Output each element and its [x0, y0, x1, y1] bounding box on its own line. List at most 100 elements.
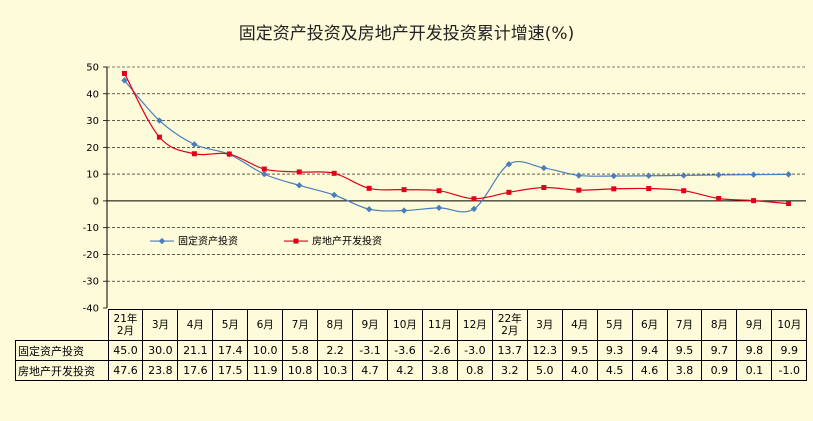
data-point [646, 186, 652, 192]
legend-label: 房地产开发投资 [312, 235, 382, 248]
data-point [156, 134, 162, 140]
table-cell: 4.0 [561, 360, 598, 381]
table-cell: 2.2 [317, 340, 354, 361]
data-point [610, 172, 617, 180]
y-axis-tick-labels: 50 40 30 20 10 0 -10 -20 -30 -40 [83, 63, 99, 315]
y-tick-label: 10 [86, 170, 99, 181]
category-label: 6月 [631, 309, 668, 341]
category-label: 11月 [421, 309, 458, 341]
y-tick-label: 40 [86, 89, 99, 100]
table-cell: 9.4 [631, 340, 668, 361]
data-point [680, 172, 687, 179]
data-point [191, 151, 197, 157]
category-label: 5月 [212, 309, 249, 341]
data-point [786, 201, 792, 207]
table-cell: 47.6 [107, 360, 144, 381]
y-tick-label: -30 [83, 277, 99, 288]
data-point [435, 204, 443, 212]
table-cell: 0.1 [736, 360, 773, 381]
table-cell: 3.2 [491, 360, 528, 381]
data-point [576, 187, 582, 193]
row-label: 固定资产投资 [15, 340, 109, 361]
data-point [505, 161, 513, 168]
table-cell: 3.8 [666, 360, 703, 381]
row-label: 房地产开发投资 [15, 360, 109, 381]
data-point [541, 185, 547, 190]
data-point [611, 186, 617, 192]
table-header-row: 21年 2月 3月 4月 5月 6月 7月 8月 9月 10月 11月 12月 22年 2月 3月 4月 5月 6… [15, 309, 808, 341]
series-1 [121, 77, 792, 214]
data-point [785, 171, 792, 178]
table-corner [15, 309, 109, 341]
table-cell: 5.0 [526, 360, 563, 381]
axes [103, 66, 108, 309]
data-point [750, 171, 757, 178]
data-point [751, 198, 757, 204]
data-point [296, 169, 302, 175]
data-point [156, 117, 163, 124]
table-cell: -3.1 [352, 340, 388, 361]
table-cell: 45.0 [107, 340, 144, 361]
table-cell: 21.1 [177, 340, 214, 361]
data-point [366, 185, 372, 191]
series-2 [121, 70, 792, 207]
table-cell: 17.4 [212, 340, 249, 361]
category-label: 10月 [771, 309, 808, 341]
category-label: 8月 [317, 309, 354, 341]
category-label: 4月 [561, 309, 598, 341]
data-point [470, 205, 478, 213]
table-cell: 9.3 [596, 340, 633, 361]
category-label: 22年 2月 [491, 309, 528, 341]
table-cell: 17.5 [212, 360, 249, 381]
category-label: 7月 [282, 309, 319, 341]
table-cell: 4.2 [387, 360, 423, 381]
category-label: 12月 [456, 309, 493, 341]
data-point [226, 151, 232, 157]
category-label: 7月 [666, 309, 703, 341]
table-cell: 12.3 [526, 340, 563, 361]
table-cell: 30.0 [142, 340, 179, 361]
table-cell: 9.8 [736, 340, 773, 361]
table-cell: 9.7 [701, 340, 738, 361]
data-point [401, 187, 407, 193]
table-cell: -3.0 [456, 340, 493, 361]
y-tick-label: -20 [83, 250, 99, 261]
table-cell: -1.0 [771, 360, 808, 381]
data-point [506, 189, 512, 195]
table-cell: 9.9 [771, 340, 808, 361]
table-cell: 9.5 [561, 340, 598, 361]
table-cell: 10.8 [282, 360, 319, 381]
category-label: 8月 [701, 309, 738, 341]
table-cell: 4.7 [352, 360, 388, 381]
data-point [436, 188, 442, 194]
table-cell: 17.6 [177, 360, 214, 381]
category-label: 4月 [177, 309, 214, 341]
table-cell: 3.8 [421, 360, 458, 381]
data-point [365, 205, 373, 213]
data-table: 21年 2月 3月 4月 5月 6月 7月 8月 9月 10月 11月 12月 22年 2月 3月 4月 5月 6… [15, 309, 808, 381]
category-label: 9月 [736, 309, 773, 341]
table-cell: 4.6 [631, 360, 668, 381]
data-point [121, 77, 128, 84]
table-cell: -2.6 [421, 340, 458, 361]
legend-label: 固定资产投资 [178, 235, 238, 248]
data-point [400, 207, 408, 214]
table-row: 固定资产投资 45.0 30.0 21.1 17.4 10.0 5.8 2.2 -3.1 -3.6… [15, 340, 808, 361]
table-cell: 11.9 [247, 360, 284, 381]
y-tick-label: -10 [83, 223, 99, 234]
category-label: 3月 [142, 309, 179, 341]
data-point [261, 166, 267, 172]
table-cell: 5.8 [282, 340, 319, 361]
table-cell: 4.5 [596, 360, 633, 381]
category-label: 21年 2月 [107, 309, 144, 341]
chart-title: 固定资产投资及房地产开发投资累计增速(%) [238, 24, 575, 44]
table-cell: 0.9 [701, 360, 738, 381]
data-point [540, 164, 548, 172]
table-cell: 10.3 [317, 360, 354, 381]
data-point [261, 170, 268, 178]
category-label: 3月 [526, 309, 563, 341]
data-point [121, 70, 127, 76]
table-row: 房地产开发投资 47.6 23.8 17.6 17.5 11.9 10.8 10.3 4.7 4.… [15, 360, 808, 381]
y-tick-label: 30 [86, 116, 99, 127]
